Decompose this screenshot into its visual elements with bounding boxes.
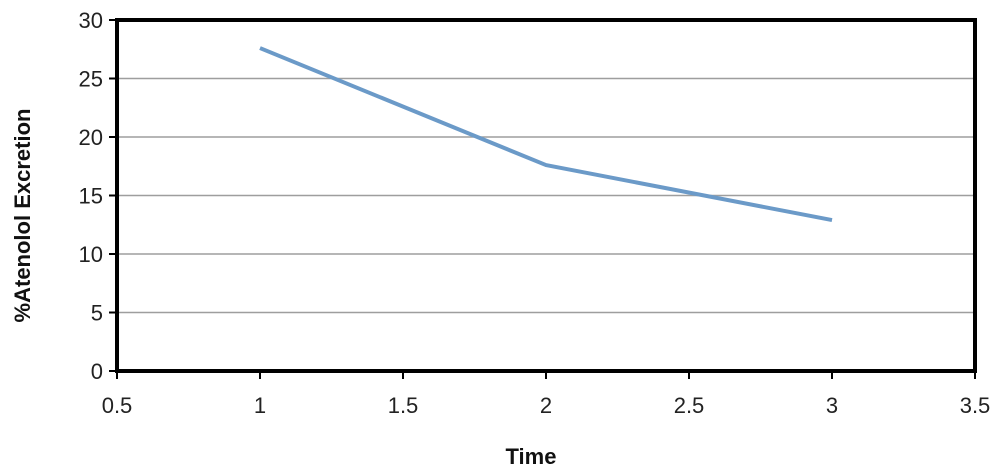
y-tick-label: 25 xyxy=(79,67,103,92)
y-tick-label: 0 xyxy=(91,359,103,384)
y-axis-title: %Atenolol Excretion xyxy=(10,109,35,323)
x-tick-label: 3.5 xyxy=(960,393,991,418)
axis-ticks: 0 5 10 15 20 25 30 0.5 1 1.5 2 2.5 3 3.5 xyxy=(79,8,991,418)
gridlines xyxy=(117,77,975,314)
x-tick-label: 1 xyxy=(254,393,266,418)
x-tick-label: 2 xyxy=(540,393,552,418)
y-tick-label: 30 xyxy=(79,8,103,33)
y-tick-label: 5 xyxy=(91,301,103,326)
x-tick-label: 0.5 xyxy=(102,393,133,418)
y-tick-label: 15 xyxy=(79,184,103,209)
x-tick-label: 3 xyxy=(826,393,838,418)
x-tick-label: 1.5 xyxy=(388,393,419,418)
series-line xyxy=(259,46,833,223)
series-lines xyxy=(259,46,833,223)
y-tick-label: 10 xyxy=(79,242,103,267)
y-tick-label: 20 xyxy=(79,125,103,150)
x-axis-title: Time xyxy=(506,444,557,469)
plot-frame xyxy=(115,18,977,373)
x-tick-label: 2.5 xyxy=(674,393,705,418)
